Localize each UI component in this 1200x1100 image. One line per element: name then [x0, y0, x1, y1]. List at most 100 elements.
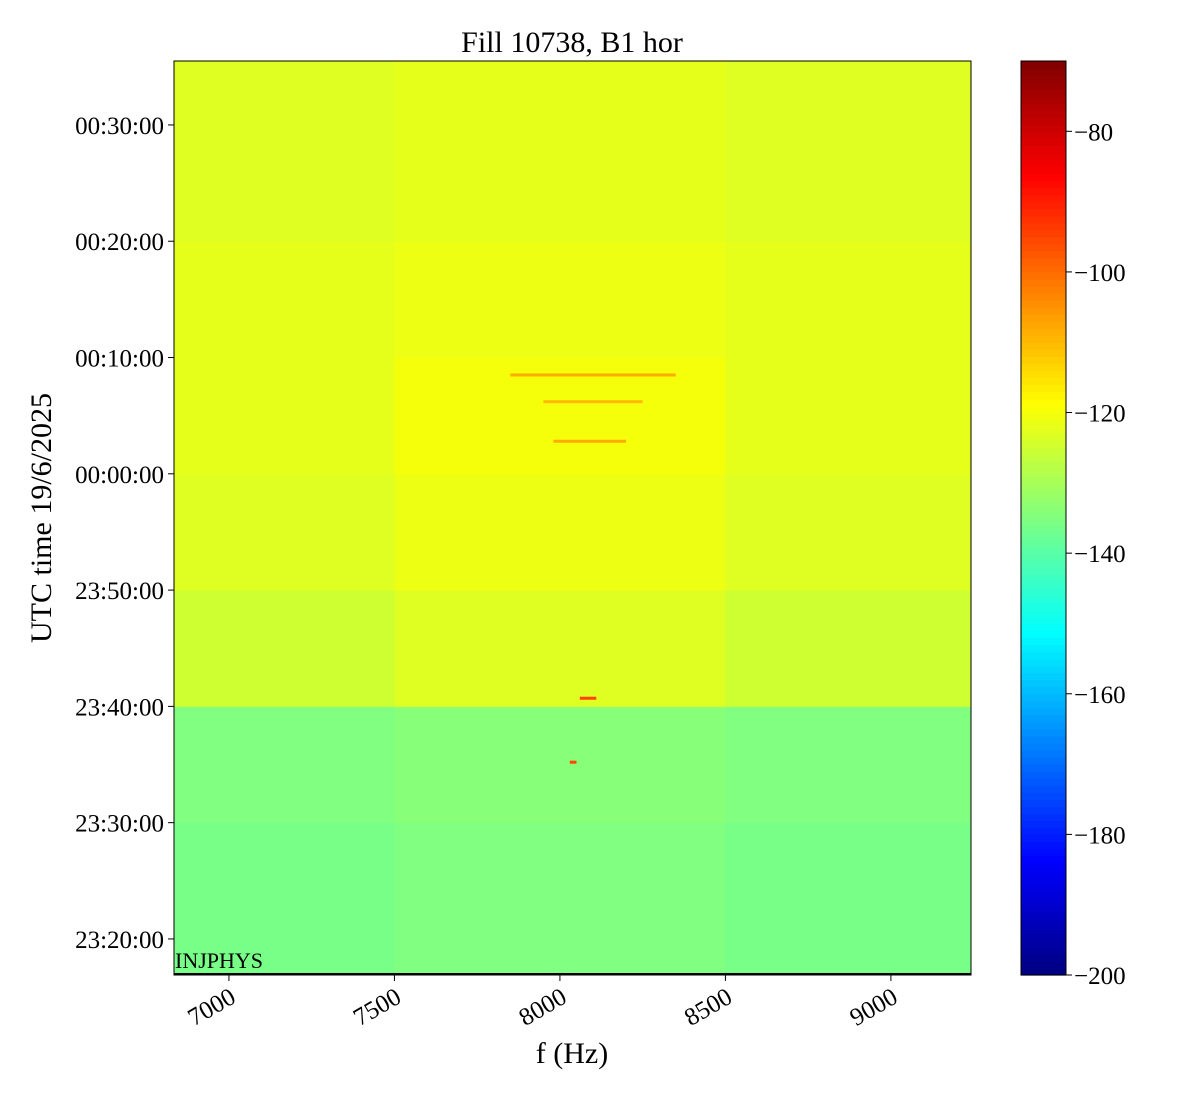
colorbar-swatch — [1021, 307, 1066, 315]
colorbar-swatch — [1021, 489, 1066, 498]
y-tick-label: 23:50:00 — [75, 578, 164, 605]
colorbar-swatch — [1021, 250, 1066, 259]
colorbar-swatch — [1021, 869, 1066, 878]
colorbar-swatch — [1021, 475, 1066, 484]
x-tick-label: 7500 — [349, 983, 406, 1031]
colorbar-swatch — [1021, 820, 1066, 828]
chart-title: Fill 10738, B1 hor — [461, 26, 683, 59]
colorbar-swatch — [1021, 264, 1066, 273]
colorbar-swatch — [1021, 714, 1066, 723]
colorbar-swatch — [1021, 342, 1066, 350]
colorbar-swatch — [1021, 271, 1066, 280]
heat-cell — [394, 61, 561, 242]
colorbar-swatch — [1021, 243, 1066, 252]
colorbar-swatch — [1021, 876, 1066, 885]
colorbar-swatch — [1021, 349, 1066, 357]
colorbar-swatch — [1021, 236, 1066, 245]
colorbar-swatch — [1021, 468, 1066, 477]
heat-cell — [725, 61, 972, 242]
colorbar-tick-label: −100 — [1074, 260, 1126, 287]
heat-cell — [725, 706, 972, 824]
colorbar-swatch — [1021, 750, 1066, 758]
colorbar-swatch — [1021, 742, 1066, 751]
colorbar-swatch — [1021, 293, 1066, 301]
heat-cell — [559, 61, 726, 242]
colorbar-swatch — [1021, 426, 1066, 435]
colorbar-swatch — [1021, 560, 1066, 568]
y-tick-label: 23:20:00 — [75, 927, 164, 954]
heat-cell — [559, 706, 726, 824]
heat-cell — [559, 590, 726, 707]
colorbar-swatch — [1021, 145, 1066, 153]
heat-cell — [559, 822, 726, 976]
colorbar-swatch — [1021, 855, 1066, 864]
colorbar-swatch — [1021, 721, 1066, 730]
colorbar-swatch — [1021, 131, 1066, 139]
colorbar-swatch — [1021, 883, 1066, 892]
colorbar-swatch — [1021, 356, 1066, 364]
heat-cell — [559, 473, 726, 591]
colorbar-swatch — [1021, 328, 1066, 336]
colorbar-swatch — [1021, 447, 1066, 456]
colorbar-swatch — [1021, 405, 1066, 414]
colorbar-swatch — [1021, 300, 1066, 308]
colorbar-frame — [1020, 60, 1067, 976]
heat-cell — [725, 822, 972, 976]
colorbar-swatch — [1021, 335, 1066, 343]
colorbar-swatch — [1021, 525, 1066, 533]
heat-cell — [559, 357, 726, 475]
y-tick-label: 00:10:00 — [75, 346, 164, 373]
colorbar-swatch — [1021, 503, 1066, 512]
colorbar-swatch — [1021, 440, 1066, 449]
colorbar-swatch — [1021, 686, 1066, 695]
colorbar-swatch — [1021, 510, 1066, 519]
colorbar-swatch — [1021, 68, 1066, 76]
colorbar-swatch — [1021, 208, 1066, 217]
y-tick-label: 00:20:00 — [75, 229, 164, 256]
colorbar-swatch — [1021, 707, 1066, 716]
heat-cell — [725, 590, 972, 707]
colorbar-swatch — [1021, 588, 1066, 596]
colorbar-swatch — [1021, 433, 1066, 442]
streak — [569, 760, 577, 764]
colorbar-swatch — [1021, 616, 1066, 625]
colorbar-swatch — [1021, 187, 1066, 196]
colorbar-swatch — [1021, 890, 1066, 899]
colorbar-swatch — [1021, 124, 1066, 132]
colorbar-swatch — [1021, 532, 1066, 540]
colorbar-swatch — [1021, 953, 1066, 962]
colorbar-swatch — [1021, 321, 1066, 329]
colorbar-swatch — [1021, 630, 1066, 639]
colorbar-swatch — [1021, 89, 1066, 97]
heat-cell — [174, 473, 395, 591]
colorbar-swatch — [1021, 834, 1066, 843]
colorbar-swatch — [1021, 391, 1066, 400]
colorbar-swatch — [1021, 138, 1066, 146]
colorbar-swatch — [1021, 679, 1066, 688]
colorbar-swatch — [1021, 257, 1066, 266]
colorbar-swatch — [1021, 904, 1066, 913]
colorbar-swatch — [1021, 539, 1066, 547]
colorbar-swatch — [1021, 363, 1066, 371]
colorbar-swatch — [1021, 215, 1066, 224]
colorbar-swatch — [1021, 567, 1066, 575]
colorbar-swatch — [1021, 384, 1066, 393]
colorbar-swatch — [1021, 96, 1066, 104]
x-tick-label: 7000 — [184, 983, 241, 1031]
colorbar-swatch — [1021, 229, 1066, 238]
heat-cell — [174, 61, 395, 242]
colorbar-swatch — [1021, 173, 1066, 182]
colorbar-swatch — [1021, 946, 1066, 955]
heat-cell — [394, 706, 561, 824]
colorbar-swatch — [1021, 103, 1066, 111]
heat-cell — [725, 357, 972, 475]
y-axis-label: UTC time 19/6/2025 — [25, 393, 58, 643]
colorbar-swatch — [1021, 897, 1066, 906]
colorbar-swatch — [1021, 672, 1066, 681]
colorbar-swatch — [1021, 285, 1066, 294]
colorbar-swatch — [1021, 398, 1066, 407]
colorbar-swatch — [1021, 771, 1066, 779]
colorbar-swatch — [1021, 735, 1066, 744]
heat-cell — [394, 822, 561, 976]
